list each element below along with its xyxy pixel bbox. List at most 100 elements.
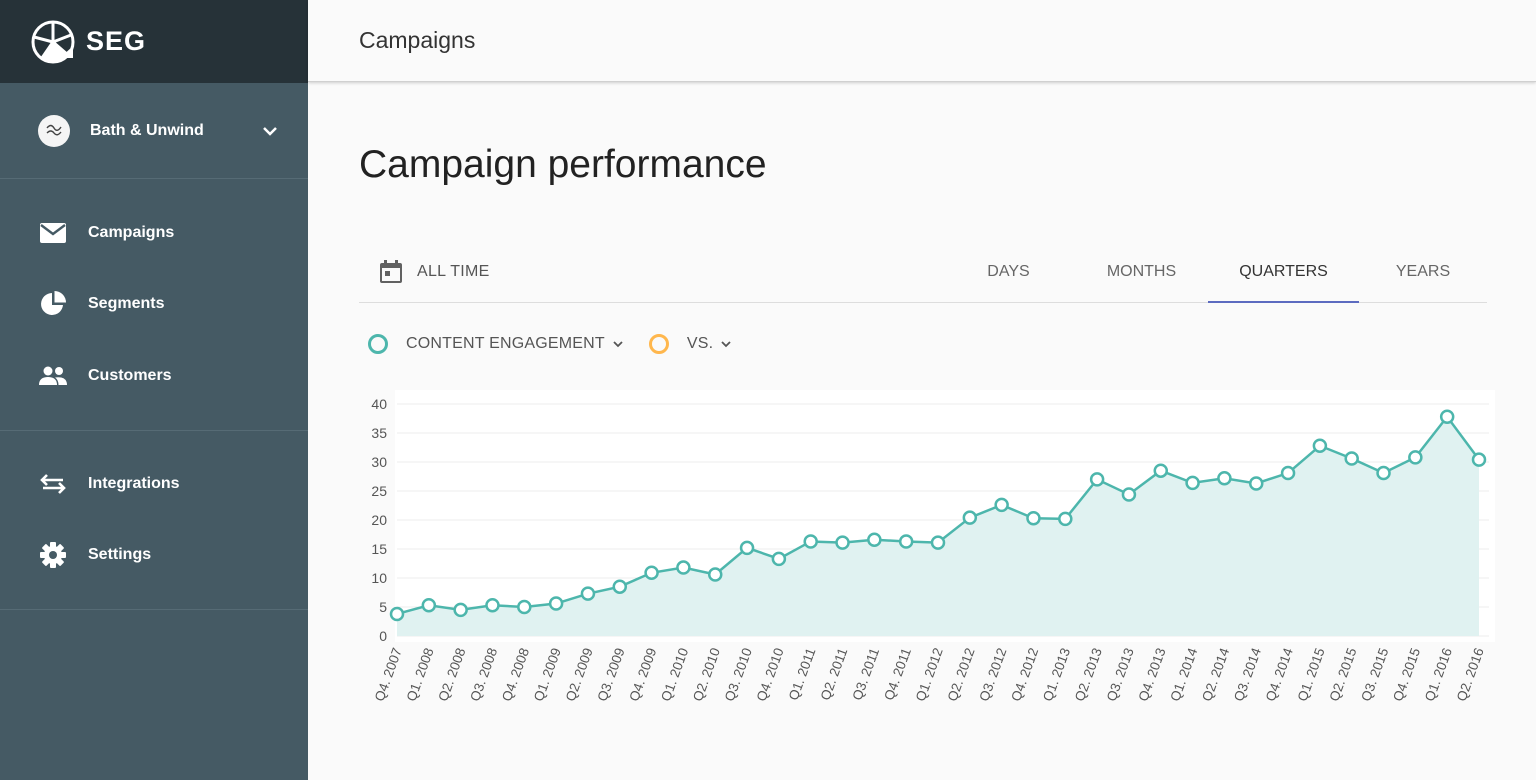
x-tick-label: Q1. 2015 (1295, 646, 1328, 703)
x-tick-label: Q3. 2008 (467, 646, 500, 703)
x-tick-label: Q3. 2014 (1231, 645, 1264, 703)
data-point (548, 596, 564, 611)
sidebar-item-settings[interactable]: Settings (0, 520, 308, 591)
data-point (1248, 476, 1264, 491)
tab-days[interactable]: DAYS (987, 263, 1030, 280)
x-tick-label: Q2. 2011 (818, 646, 851, 702)
compare-metric-label: VS. (686, 335, 714, 352)
data-point (1376, 465, 1391, 481)
sidebar-item-label: Campaigns (88, 223, 175, 241)
data-point (994, 497, 1009, 513)
compare-metric-select[interactable]: VS. (687, 335, 733, 353)
x-tick-label: Q4. 2009 (626, 646, 659, 703)
sidebar: SEG Bath & Unwind Campaigns Segments (0, 0, 308, 780)
data-point (389, 606, 405, 622)
tab-years[interactable]: YEARS (1395, 263, 1451, 280)
data-point (453, 602, 468, 618)
data-point (962, 510, 978, 525)
sidebar-item-customers[interactable]: Customers (0, 340, 308, 412)
data-point (1217, 470, 1232, 486)
data-point (1058, 511, 1073, 527)
data-point (644, 565, 659, 581)
data-point (1471, 452, 1487, 467)
x-tick-label: Q1. 2010 (658, 646, 691, 703)
data-point (898, 534, 914, 549)
account-avatar (38, 114, 70, 147)
primary-metric-select[interactable]: CONTENT ENGAGEMENT (406, 335, 625, 353)
data-point (1153, 463, 1169, 478)
date-range-label: ALL TIME (417, 263, 490, 280)
tab-quarters[interactable]: QUARTERS (1208, 253, 1359, 303)
data-point (1089, 472, 1105, 487)
account-switcher[interactable]: Bath & Unwind (0, 83, 308, 179)
pie-icon (38, 289, 68, 319)
account-name: Bath & Unwind (90, 121, 204, 139)
data-point (1121, 487, 1137, 502)
data-point (676, 560, 691, 575)
data-point (612, 579, 628, 594)
brand-name: SEG (86, 26, 147, 56)
date-range-picker[interactable]: ALL TIME (377, 258, 490, 286)
data-point (1280, 465, 1296, 481)
x-tick-label: Q2. 2012 (945, 646, 978, 703)
data-point (707, 567, 723, 582)
metric-selectors: CONTENT ENGAGEMENT VS. (359, 329, 733, 359)
x-tick-label: Q4. 2013 (1135, 646, 1168, 703)
y-tick-label: 25 (371, 483, 387, 499)
x-tick-label: Q3. 2011 (849, 646, 882, 702)
data-point (517, 599, 532, 615)
sidebar-item-label: Integrations (88, 475, 180, 492)
x-tick-label: Q4. 2007 (372, 646, 405, 703)
data-point (835, 535, 850, 550)
data-point (930, 535, 946, 550)
x-tick-label: Q4. 2008 (499, 646, 532, 703)
data-point (421, 598, 437, 613)
y-tick-label: 30 (371, 454, 387, 470)
page-title: Campaign performance (359, 143, 767, 186)
x-tick-label: Q1. 2014 (1167, 645, 1200, 703)
x-tick-label: Q4. 2015 (1390, 646, 1423, 703)
gear-icon (38, 540, 68, 570)
nav-secondary: Integrations Settings (0, 431, 308, 610)
header-title: Campaigns (359, 27, 476, 53)
granularity-tabs: DAYS MONTHS QUARTERS YEARS (942, 253, 1487, 303)
app-header: Campaigns (308, 0, 1536, 82)
x-tick-label: Q4. 2010 (754, 646, 787, 703)
chart-toolbar: ALL TIME DAYS MONTHS QUARTERS YEARS (359, 253, 1487, 303)
data-point (1439, 409, 1455, 425)
data-point (771, 551, 787, 567)
x-tick-label: Q3. 2009 (594, 646, 627, 703)
x-tick-label: Q3. 2013 (1104, 646, 1137, 703)
data-point (580, 586, 596, 601)
primary-metric-label: CONTENT ENGAGEMENT (406, 335, 605, 352)
chevron-down-icon[interactable] (260, 121, 280, 141)
data-point (1185, 475, 1200, 491)
sidebar-item-segments[interactable]: Segments (0, 269, 308, 341)
x-tick-label: Q4. 2014 (1263, 645, 1296, 703)
sidebar-item-label: Settings (88, 546, 152, 563)
nav-primary: Campaigns Segments Customers (0, 179, 308, 431)
swap-icon (38, 469, 68, 499)
x-tick-label: Q2. 2015 (1326, 646, 1359, 703)
sidebar-item-integrations[interactable]: Integrations (0, 449, 308, 520)
main-content: Campaign performance ALL TIME DAYS MONTH… (308, 83, 1536, 780)
brand-bar[interactable]: SEG (0, 0, 308, 83)
people-icon (38, 361, 68, 391)
calendar-icon (380, 260, 402, 283)
series-area (397, 416, 1479, 636)
sidebar-item-campaigns[interactable]: Campaigns (0, 197, 308, 269)
x-tick-label: Q1. 2012 (913, 646, 946, 703)
compare-metric-dot (648, 334, 669, 354)
x-tick-label: Q1. 2008 (404, 646, 437, 703)
tab-months[interactable]: MONTHS (1106, 263, 1177, 280)
x-tick-label: Q1. 2016 (1422, 646, 1455, 703)
x-tick-label: Q2. 2016 (1454, 646, 1487, 703)
x-tick-label: Q2. 2008 (435, 646, 468, 703)
data-point (1344, 451, 1359, 466)
y-tick-label: 40 (371, 396, 387, 412)
y-tick-label: 10 (371, 570, 387, 586)
x-tick-label: Q3. 2012 (976, 646, 1009, 703)
chevron-down-icon (721, 341, 731, 348)
y-tick-label: 0 (379, 628, 387, 644)
